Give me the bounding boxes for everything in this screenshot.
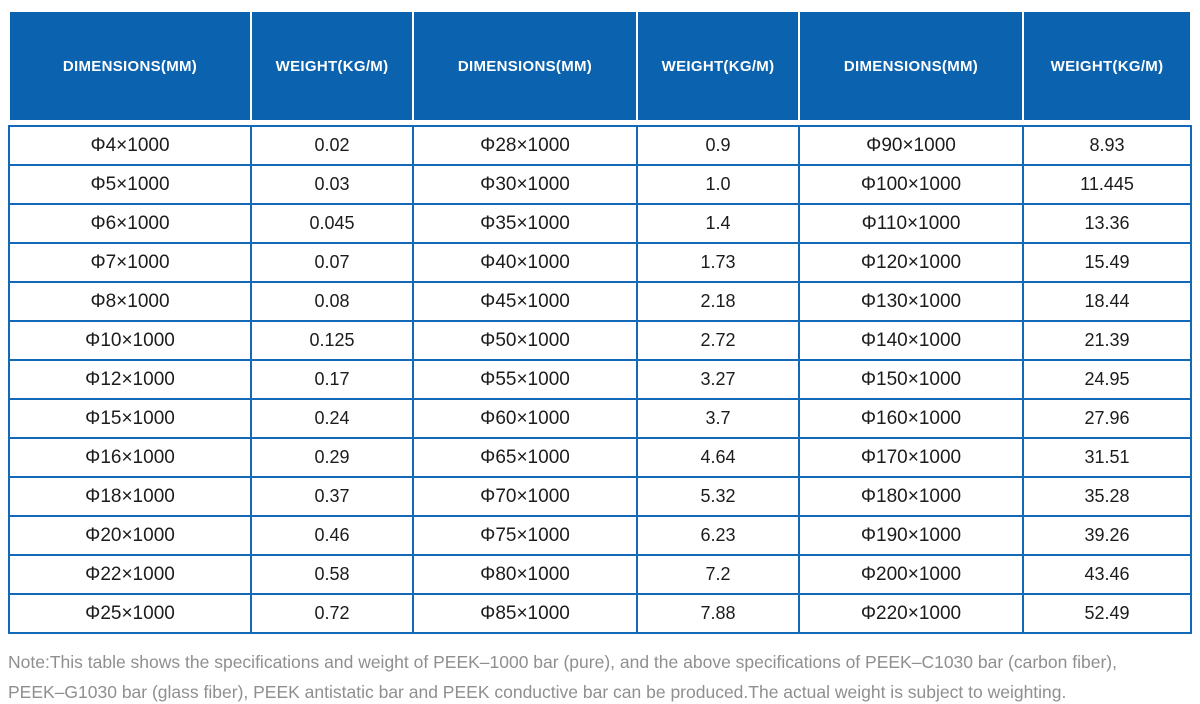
dimension-cell: Φ110×1000 [800, 205, 1022, 242]
weight-cell: 39.26 [1024, 517, 1190, 554]
weight-cell: 0.46 [252, 517, 412, 554]
dimension-cell: Φ25×1000 [10, 595, 250, 632]
weight-cell: 7.2 [638, 556, 798, 593]
weight-cell: 52.49 [1024, 595, 1190, 632]
weight-cell: 35.28 [1024, 478, 1190, 515]
weight-cell: 8.93 [1024, 127, 1190, 164]
dimension-cell: Φ100×1000 [800, 166, 1022, 203]
weight-cell: 0.08 [252, 283, 412, 320]
weight-cell: 1.4 [638, 205, 798, 242]
weight-cell: 0.9 [638, 127, 798, 164]
table-note: Note:This table shows the specifications… [8, 647, 1192, 704]
weight-cell: 0.58 [252, 556, 412, 593]
weight-cell: 2.72 [638, 322, 798, 359]
weight-cell: 1.73 [638, 244, 798, 281]
weight-cell: 13.36 [1024, 205, 1190, 242]
dimension-cell: Φ65×1000 [414, 439, 636, 476]
dimension-cell: Φ16×1000 [10, 439, 250, 476]
weight-cell: 0.29 [252, 439, 412, 476]
weight-cell: 0.125 [252, 322, 412, 359]
dimension-cell: Φ50×1000 [414, 322, 636, 359]
header-dimensions-1: DIMENSIONS(MM) [10, 12, 250, 120]
dimension-cell: Φ70×1000 [414, 478, 636, 515]
weight-cell: 0.07 [252, 244, 412, 281]
dimension-cell: Φ35×1000 [414, 205, 636, 242]
weight-cell: 31.51 [1024, 439, 1190, 476]
weight-cell: 3.27 [638, 361, 798, 398]
weight-cell: 0.24 [252, 400, 412, 437]
weight-cell: 21.39 [1024, 322, 1190, 359]
dimension-cell: Φ190×1000 [800, 517, 1022, 554]
dimension-cell: Φ30×1000 [414, 166, 636, 203]
dimension-cell: Φ200×1000 [800, 556, 1022, 593]
dimension-cell: Φ10×1000 [10, 322, 250, 359]
weight-cell: 3.7 [638, 400, 798, 437]
weight-cell: 18.44 [1024, 283, 1190, 320]
dimension-cell: Φ4×1000 [10, 127, 250, 164]
dimension-cell: Φ90×1000 [800, 127, 1022, 164]
dimension-cell: Φ7×1000 [10, 244, 250, 281]
weight-cell: 0.045 [252, 205, 412, 242]
weight-cell: 11.445 [1024, 166, 1190, 203]
weight-cell: 15.49 [1024, 244, 1190, 281]
dimension-cell: Φ150×1000 [800, 361, 1022, 398]
dimension-cell: Φ40×1000 [414, 244, 636, 281]
dimension-cell: Φ220×1000 [800, 595, 1022, 632]
note-line-2: PEEK–G1030 bar (glass fiber), PEEK antis… [8, 682, 1067, 702]
dimension-cell: Φ160×1000 [800, 400, 1022, 437]
header-dimensions-2: DIMENSIONS(MM) [414, 12, 636, 120]
dimension-cell: Φ12×1000 [10, 361, 250, 398]
header-weight-1: WEIGHT(KG/M) [252, 12, 412, 120]
dimension-cell: Φ120×1000 [800, 244, 1022, 281]
weight-cell: 7.88 [638, 595, 798, 632]
header-dimensions-3: DIMENSIONS(MM) [800, 12, 1022, 120]
dimension-cell: Φ180×1000 [800, 478, 1022, 515]
weight-cell: 6.23 [638, 517, 798, 554]
dimension-cell: Φ20×1000 [10, 517, 250, 554]
dimension-cell: Φ8×1000 [10, 283, 250, 320]
dimension-cell: Φ170×1000 [800, 439, 1022, 476]
dimension-cell: Φ15×1000 [10, 400, 250, 437]
weight-cell: 2.18 [638, 283, 798, 320]
weight-cell: 0.02 [252, 127, 412, 164]
dimension-cell: Φ18×1000 [10, 478, 250, 515]
weight-cell: 4.64 [638, 439, 798, 476]
dimension-cell: Φ80×1000 [414, 556, 636, 593]
dimension-cell: Φ60×1000 [414, 400, 636, 437]
weight-cell: 0.72 [252, 595, 412, 632]
weight-cell: 0.03 [252, 166, 412, 203]
dimension-cell: Φ130×1000 [800, 283, 1022, 320]
dimension-cell: Φ85×1000 [414, 595, 636, 632]
dimension-cell: Φ140×1000 [800, 322, 1022, 359]
dimension-cell: Φ5×1000 [10, 166, 250, 203]
weight-cell: 27.96 [1024, 400, 1190, 437]
weight-cell: 0.17 [252, 361, 412, 398]
dimension-cell: Φ75×1000 [414, 517, 636, 554]
dimension-cell: Φ55×1000 [414, 361, 636, 398]
header-weight-2: WEIGHT(KG/M) [638, 12, 798, 120]
header-weight-3: WEIGHT(KG/M) [1024, 12, 1190, 120]
table-body: Φ4×1000 0.02 Φ28×1000 0.9 Φ90×1000 8.93 Φ5×100… [8, 125, 1192, 634]
weight-cell: 5.32 [638, 478, 798, 515]
dimension-cell: Φ28×1000 [414, 127, 636, 164]
weight-cell: 0.37 [252, 478, 412, 515]
dimension-cell: Φ45×1000 [414, 283, 636, 320]
header-body-divider [8, 122, 1192, 125]
dimension-cell: Φ22×1000 [10, 556, 250, 593]
note-line-1: Note:This table shows the specifications… [8, 652, 1117, 672]
weight-cell: 24.95 [1024, 361, 1190, 398]
dimension-cell: Φ6×1000 [10, 205, 250, 242]
table-header-row: DIMENSIONS(MM) WEIGHT(KG/M) DIMENSIONS(M… [8, 10, 1192, 122]
weight-cell: 43.46 [1024, 556, 1190, 593]
weight-cell: 1.0 [638, 166, 798, 203]
